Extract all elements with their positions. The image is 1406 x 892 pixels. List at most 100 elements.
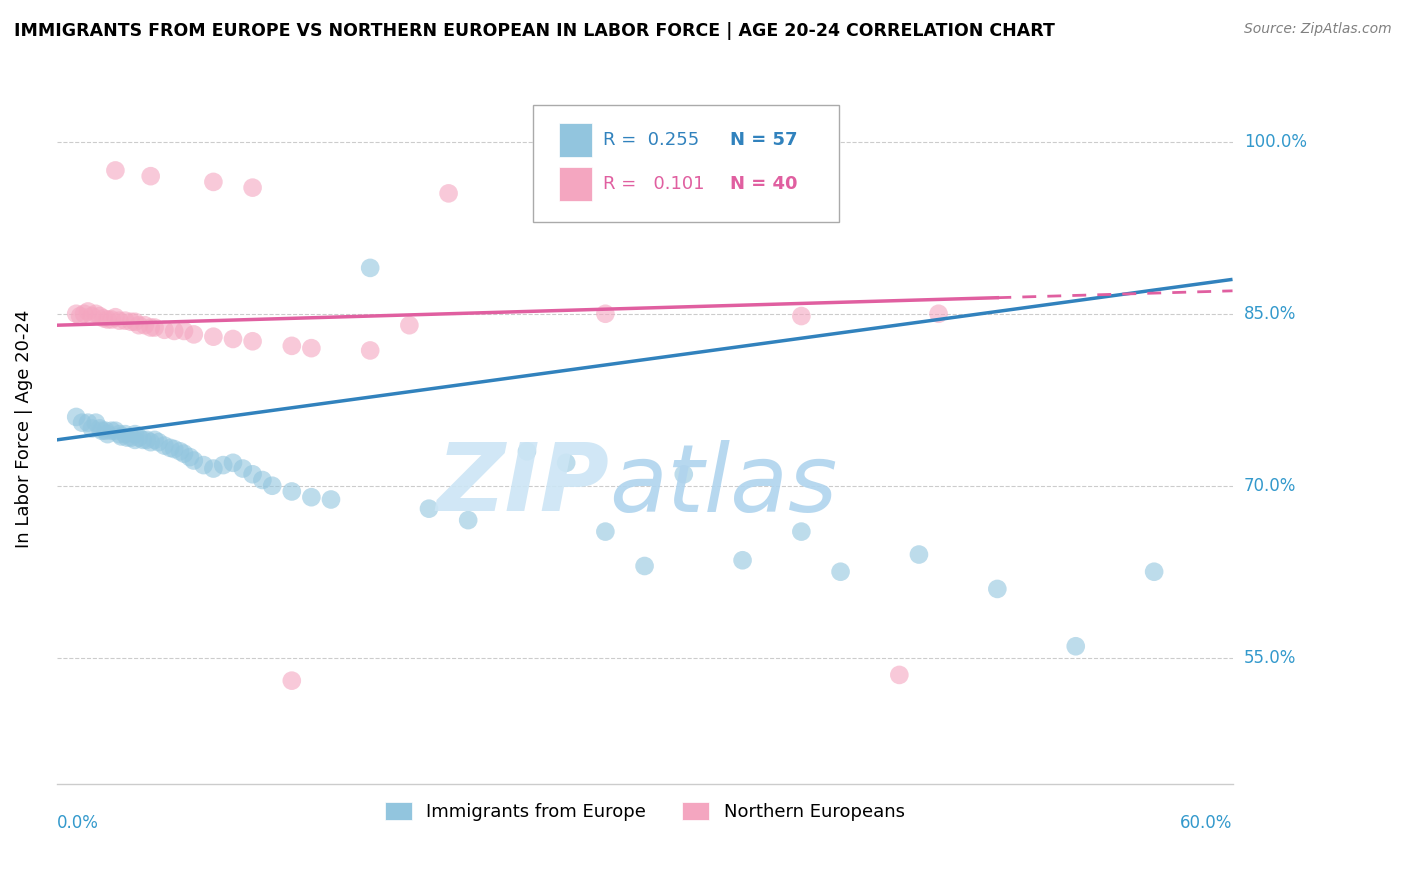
- Point: [94, 424, 117, 438]
- Text: N = 57: N = 57: [730, 131, 799, 149]
- Point: [790, 524, 813, 539]
- Point: [173, 447, 195, 461]
- Point: [128, 431, 150, 445]
- Point: [281, 673, 304, 688]
- Point: [986, 582, 1008, 596]
- Point: [104, 310, 127, 325]
- Point: [124, 315, 146, 329]
- Text: 0.0%: 0.0%: [56, 814, 98, 832]
- Point: [97, 312, 120, 326]
- Point: [65, 307, 87, 321]
- Point: [173, 324, 195, 338]
- Point: [100, 424, 122, 438]
- Point: [437, 186, 460, 201]
- Point: [110, 429, 132, 443]
- Point: [135, 433, 157, 447]
- Point: [70, 416, 93, 430]
- Point: [319, 492, 342, 507]
- Point: [84, 416, 107, 430]
- Point: [889, 668, 911, 682]
- Text: 55.0%: 55.0%: [1244, 648, 1296, 666]
- Text: IMMIGRANTS FROM EUROPE VS NORTHERN EUROPEAN IN LABOR FORCE | AGE 20-24 CORRELATI: IMMIGRANTS FROM EUROPE VS NORTHERN EUROP…: [14, 22, 1054, 40]
- Point: [928, 307, 950, 321]
- Point: [80, 309, 103, 323]
- Point: [633, 559, 655, 574]
- Point: [77, 304, 100, 318]
- Point: [398, 318, 420, 333]
- Point: [104, 424, 127, 438]
- Text: N = 40: N = 40: [730, 175, 799, 193]
- Point: [672, 467, 695, 482]
- Text: ZIP: ZIP: [436, 439, 609, 532]
- Point: [1064, 640, 1087, 654]
- Point: [104, 163, 127, 178]
- Point: [124, 427, 146, 442]
- Point: [731, 553, 754, 567]
- Point: [124, 433, 146, 447]
- Point: [139, 169, 162, 184]
- Point: [252, 473, 274, 487]
- Point: [281, 484, 304, 499]
- Point: [143, 320, 166, 334]
- Point: [202, 461, 225, 475]
- Point: [73, 307, 96, 321]
- Point: [148, 435, 170, 450]
- Text: 60.0%: 60.0%: [1180, 814, 1233, 832]
- Point: [89, 421, 111, 435]
- Point: [120, 315, 142, 329]
- Point: [139, 320, 162, 334]
- Point: [93, 311, 115, 326]
- Point: [84, 307, 107, 321]
- Point: [908, 548, 931, 562]
- Point: [108, 313, 131, 327]
- Legend: Immigrants from Europe, Northern Europeans: Immigrants from Europe, Northern Europea…: [377, 795, 912, 828]
- Point: [193, 458, 215, 472]
- Point: [69, 309, 91, 323]
- Point: [299, 490, 322, 504]
- Point: [212, 458, 235, 472]
- Point: [143, 433, 166, 447]
- Point: [457, 513, 479, 527]
- Point: [242, 180, 264, 194]
- Point: [242, 334, 264, 349]
- Point: [153, 323, 176, 337]
- FancyBboxPatch shape: [533, 105, 838, 222]
- Point: [139, 435, 162, 450]
- Point: [516, 444, 538, 458]
- Point: [77, 416, 100, 430]
- Point: [163, 442, 186, 456]
- Point: [169, 444, 191, 458]
- Point: [132, 433, 155, 447]
- Bar: [558, 123, 592, 157]
- Point: [790, 309, 813, 323]
- Point: [830, 565, 852, 579]
- Point: [90, 424, 112, 438]
- Point: [115, 431, 138, 445]
- Point: [134, 318, 156, 333]
- Point: [202, 329, 225, 343]
- Point: [299, 341, 322, 355]
- Point: [128, 318, 150, 333]
- Bar: [558, 167, 592, 201]
- Point: [222, 332, 245, 346]
- Point: [183, 453, 205, 467]
- Point: [418, 501, 440, 516]
- Point: [97, 427, 120, 442]
- Text: Source: ZipAtlas.com: Source: ZipAtlas.com: [1244, 22, 1392, 37]
- Y-axis label: In Labor Force | Age 20-24: In Labor Force | Age 20-24: [15, 310, 32, 548]
- Text: 85.0%: 85.0%: [1244, 305, 1296, 323]
- Point: [222, 456, 245, 470]
- Point: [595, 524, 617, 539]
- Point: [281, 339, 304, 353]
- Point: [555, 456, 578, 470]
- Point: [65, 409, 87, 424]
- Point: [120, 431, 142, 445]
- Text: 70.0%: 70.0%: [1244, 476, 1296, 495]
- Point: [595, 307, 617, 321]
- Point: [179, 450, 201, 464]
- Point: [159, 441, 181, 455]
- Text: R =  0.255: R = 0.255: [603, 131, 700, 149]
- Point: [114, 313, 136, 327]
- Point: [262, 479, 284, 493]
- Point: [100, 312, 122, 326]
